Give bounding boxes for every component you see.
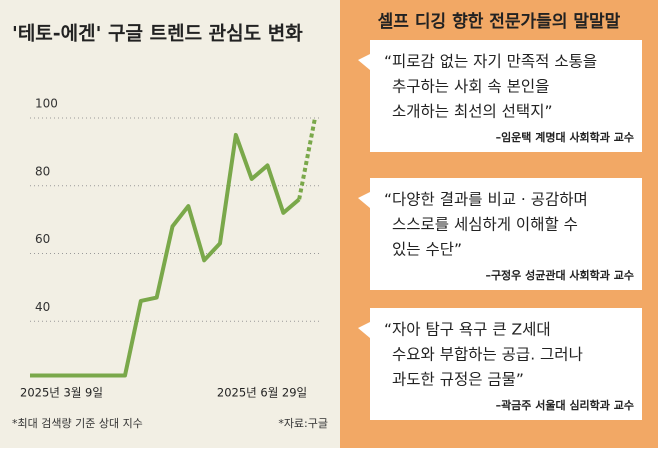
y-tick-label: 60 <box>35 232 50 246</box>
note: *자료:구글 <box>278 417 328 430</box>
quote-line: 과도한 규정은 금물” <box>392 371 524 389</box>
x-tick-label: 2025년 3월 9일 <box>20 386 103 400</box>
quote-line: “자아 탐구 욕구 큰 Z세대 <box>384 321 551 339</box>
speech-bubble <box>358 178 642 290</box>
quote-line: 소개하는 최선의 선택지” <box>392 103 553 121</box>
quote-line: “피로감 없는 자기 만족적 소통을 <box>384 53 597 71</box>
y-tick-label: 100 <box>35 97 58 111</box>
note: *최대 검색량 기준 상대 지수 <box>12 417 143 430</box>
quote-line: 수요와 부합하는 공급. 그러나 <box>392 346 583 364</box>
quote-source: –임운택 계명대 사회학과 교수 <box>496 130 634 144</box>
panel-title: 셀프 디깅 향한 전문가들의 말말말 <box>378 11 621 32</box>
speech-bubble <box>358 40 642 152</box>
quote-line: “다양한 결과를 비교 · 공감하며 <box>384 191 588 209</box>
x-tick-label: 2025년 6월 29일 <box>217 386 307 400</box>
quote-line: 추구하는 사회 속 본인을 <box>392 78 549 96</box>
quote-source: –구정우 성균관대 사회학과 교수 <box>485 268 634 282</box>
line <box>30 132 301 378</box>
y-tick-label: 40 <box>35 300 50 314</box>
y-tick-label: 80 <box>35 164 50 178</box>
chart-bg <box>0 0 340 448</box>
chart-title: '테토-에겐' 구글 트렌드 관심도 변화 <box>12 23 303 45</box>
quote-source: –곽금주 서울대 심리학과 교수 <box>496 398 634 412</box>
quote-line: 스스로를 세심하게 이해할 수 <box>392 216 578 234</box>
quote-line: 있는 수단” <box>392 241 462 259</box>
speech-bubble <box>358 308 642 420</box>
